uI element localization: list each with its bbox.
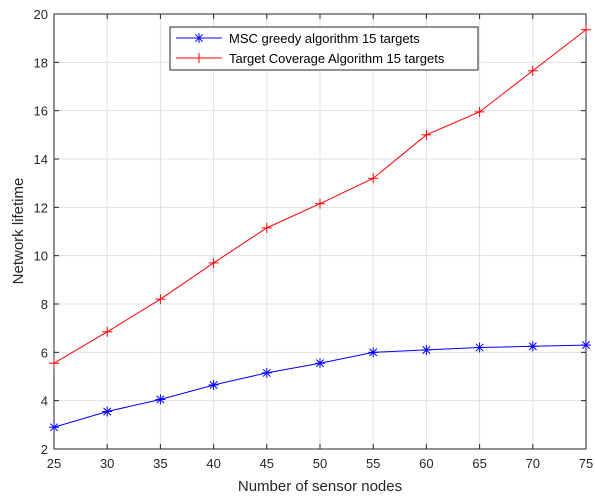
legend-marker-symbol-1 [194, 53, 204, 63]
legend-marker-msc [194, 33, 204, 43]
data-point-1-8 [474, 106, 485, 117]
y-tick-label: 12 [34, 200, 48, 215]
legend: MSC greedy algorithm 15 targets Target C… [169, 26, 479, 71]
data-point-0-3 [208, 379, 219, 390]
legend-marker-target-coverage [194, 53, 204, 63]
x-tick-label: 65 [472, 456, 486, 471]
legend-marker-symbol-0 [194, 33, 204, 43]
data-point-1-7 [421, 129, 432, 140]
y-tick-label: 2 [41, 442, 48, 457]
y-axis-title: Network lifetime [10, 178, 27, 285]
y-tick-label: 10 [34, 249, 48, 264]
data-point-0-10 [581, 340, 591, 351]
x-tick-label: 40 [206, 456, 220, 471]
data-point-0-5 [315, 358, 325, 369]
y-tick-label: 16 [34, 104, 48, 119]
data-point-0-7 [421, 344, 432, 355]
data-point-1-2 [155, 294, 166, 305]
x-tick-label: 75 [579, 456, 593, 471]
x-tick-label: 70 [526, 456, 540, 471]
y-tick-label: 20 [34, 7, 48, 22]
data-point-1-6 [368, 173, 379, 184]
x-tick-label: 25 [47, 456, 61, 471]
data-point-1-5 [315, 198, 325, 209]
data-point-0-1 [102, 406, 113, 417]
series-group [49, 24, 591, 433]
data-point-1-9 [527, 65, 538, 76]
x-tick-label: 35 [153, 456, 167, 471]
x-tick-label: 55 [366, 456, 380, 471]
y-tick-label: 6 [41, 345, 48, 360]
legend-label-msc: MSC greedy algorithm 15 targets [229, 31, 420, 46]
x-tick-label: 60 [419, 456, 433, 471]
data-point-0-9 [527, 341, 538, 352]
x-tick-label: 30 [100, 456, 114, 471]
y-axis-ticks: 2 4 6 8 10 12 14 16 18 20 [34, 7, 586, 457]
data-point-1-3 [208, 257, 219, 268]
data-point-0-6 [368, 347, 379, 358]
y-tick-label: 14 [34, 152, 48, 167]
data-point-1-0 [49, 358, 59, 369]
data-point-0-4 [261, 367, 272, 378]
x-axis-title: Number of sensor nodes [238, 478, 402, 495]
legend-box [169, 26, 479, 71]
data-point-1-1 [102, 326, 113, 337]
data-point-0-2 [155, 394, 166, 405]
data-point-0-0 [49, 422, 59, 433]
data-point-1-4 [261, 222, 272, 233]
x-tick-label: 45 [260, 456, 274, 471]
y-tick-label: 8 [41, 297, 48, 312]
data-point-0-8 [474, 342, 485, 353]
x-tick-label: 50 [313, 456, 327, 471]
legend-label-target-coverage: Target Coverage Algorithm 15 targets [229, 51, 445, 66]
x-axis-ticks: 25 30 35 40 45 50 55 60 65 70 75 [47, 14, 593, 471]
y-tick-label: 4 [41, 394, 48, 409]
data-point-1-10 [581, 24, 591, 35]
y-tick-label: 18 [34, 55, 48, 70]
